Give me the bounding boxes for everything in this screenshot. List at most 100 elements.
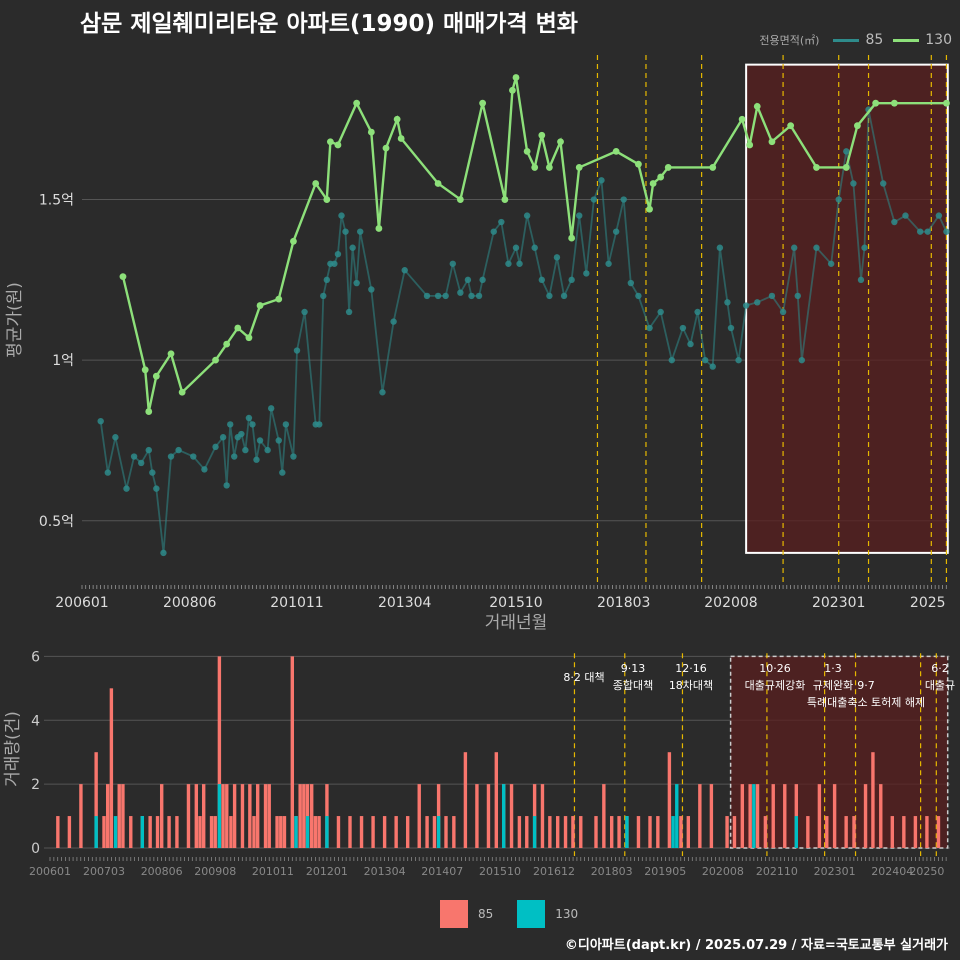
bar-85 [255, 784, 260, 848]
series-85-point [605, 260, 612, 267]
series-130-point [768, 138, 776, 146]
legend-title: 전용면적(㎡) [759, 34, 820, 47]
bar-85 [709, 784, 714, 848]
series-85-point [353, 279, 360, 287]
legend-swatch-130 [893, 38, 920, 42]
bar-85 [432, 816, 437, 848]
bar-85 [806, 816, 810, 848]
series-85-point [490, 228, 497, 235]
bar-x-tick-label: 201905 [644, 865, 686, 878]
series-85-point [794, 292, 801, 300]
bar-85 [679, 816, 683, 848]
policy-text-label: 대출규 [925, 679, 955, 692]
bar-85 [229, 816, 233, 848]
series-85-point [342, 228, 349, 235]
series-130-point [479, 99, 487, 107]
x-tick-label: 2025 [910, 595, 946, 611]
series-85-point [104, 469, 112, 476]
bar-130 [325, 816, 329, 848]
series-130-point [512, 74, 520, 81]
bar-85 [844, 816, 848, 848]
series-130-point [167, 350, 175, 358]
series-85-point [145, 446, 152, 454]
series-85-point [880, 180, 887, 187]
series-85-point [301, 308, 308, 316]
bar-130 [671, 816, 675, 848]
bar-x-tick-label: 201011 [252, 865, 294, 878]
bar-130 [532, 816, 537, 848]
series-85-point [813, 244, 820, 251]
series-85-point [553, 254, 561, 261]
bar-85 [732, 816, 737, 848]
series-85-point [379, 389, 386, 396]
series-85-point [798, 356, 805, 364]
series-85-point [442, 292, 449, 300]
x-tick-label: 201510 [489, 595, 542, 611]
bar-85 [902, 816, 906, 848]
bar-85 [667, 752, 672, 848]
series-85-point [282, 421, 290, 428]
bar-130 [625, 816, 629, 848]
series-85-point [935, 212, 943, 219]
bar-85 [698, 784, 702, 848]
bar-85 [359, 816, 364, 848]
series-130-point [612, 147, 620, 155]
y-tick-label: 1억 [52, 353, 74, 369]
series-85-point [475, 292, 483, 300]
series-130-point [119, 273, 127, 281]
bar-85 [579, 816, 583, 848]
bar-85 [56, 816, 60, 848]
bar-85 [913, 816, 918, 848]
series-85-point [924, 228, 931, 235]
bar-85 [509, 784, 514, 848]
series-130-point [382, 144, 390, 152]
series-130-point [145, 408, 153, 415]
series-130-point [872, 99, 880, 107]
series-130-point [709, 164, 717, 171]
series-130-point [334, 141, 342, 149]
legend-box-130 [517, 900, 546, 928]
bar-130 [294, 816, 298, 848]
series-130-point [649, 180, 657, 187]
bar-85 [167, 816, 171, 848]
bar-x-tick-label: 200806 [141, 865, 183, 878]
bar-85 [832, 784, 837, 848]
series-130-point [353, 99, 361, 107]
series-130-point [178, 388, 186, 396]
legend-bottom: 85 130 [440, 900, 578, 928]
series-85-point [130, 453, 138, 460]
bar-85 [121, 784, 125, 848]
series-130-point [842, 164, 850, 171]
series-85-point [498, 218, 505, 226]
bar-85 [825, 816, 829, 848]
series-85-point [531, 244, 538, 251]
bar-y-axis-title: 거래량(건) [3, 711, 23, 787]
series-85-point [843, 148, 850, 155]
series-85-point [249, 421, 256, 428]
series-130-point [152, 372, 160, 380]
policy-text-label: 종합대책 [613, 679, 653, 692]
series-130-point [141, 366, 149, 374]
series-85-point [464, 276, 472, 284]
bar-y-tick-label: 6 [31, 649, 40, 665]
series-85-point [538, 276, 546, 284]
bar-y-tick-label: 0 [31, 841, 40, 857]
bar-85 [225, 784, 229, 848]
bar-85 [879, 784, 883, 848]
series-85-point [238, 430, 245, 438]
bar-85 [763, 816, 768, 848]
series-85-point [316, 421, 323, 428]
x-tick-label: 200806 [163, 595, 217, 611]
series-85-point [123, 485, 130, 492]
series-130-point [367, 128, 375, 136]
bar-85 [783, 784, 787, 848]
policy-text-label: 규제완화 [813, 679, 853, 692]
legend-swatch-85 [833, 38, 860, 42]
policy-text-label: 특례대출축소 토허제 해제 [807, 695, 925, 709]
series-85-point [857, 276, 865, 284]
series-85-point [275, 437, 282, 444]
bar-85 [925, 816, 929, 848]
bar-x-tick-label: 202301 [814, 865, 856, 878]
bar-130 [140, 816, 145, 848]
bar-85 [248, 784, 252, 848]
